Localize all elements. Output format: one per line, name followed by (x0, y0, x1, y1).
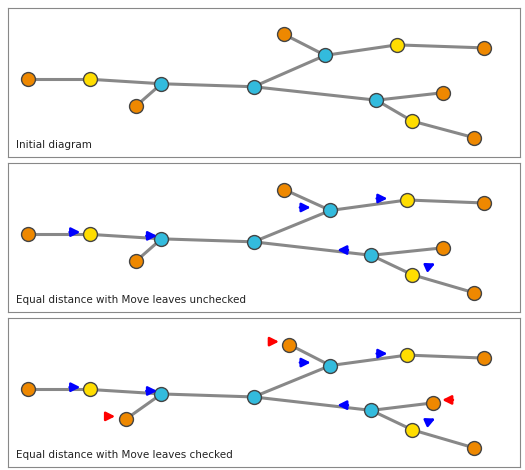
Text: Equal distance with Move leaves unchecked: Equal distance with Move leaves unchecke… (16, 295, 246, 305)
Text: Equal distance with Move leaves checked: Equal distance with Move leaves checked (16, 450, 232, 460)
Text: Initial diagram: Initial diagram (16, 140, 91, 149)
